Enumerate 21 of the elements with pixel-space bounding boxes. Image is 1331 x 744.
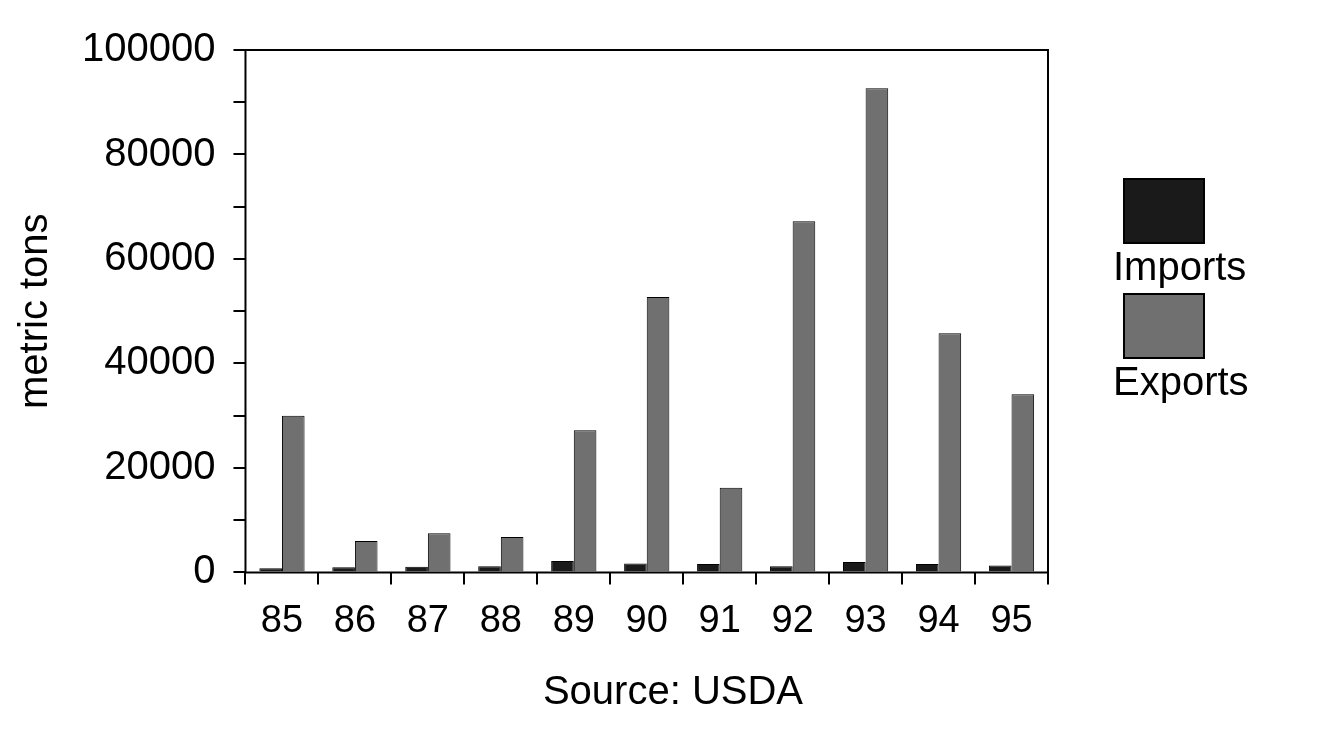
x-tick-label: 94 [917,597,960,640]
x-tick-label: 86 [333,597,377,640]
y-tick-label: 60000 [104,233,216,278]
legend-label: Imports [1113,244,1248,289]
y-tick-label: 100000 [81,25,216,70]
y-axis-title: metric tons [11,213,56,409]
x-tick-label: 93 [844,597,887,640]
x-tick-label: 85 [260,597,304,640]
x-tick-label: 92 [771,597,814,640]
x-tick-label: 88 [479,597,522,640]
y-tick-label: 0 [193,547,216,592]
source-note: Source: USDA [541,668,805,713]
x-tick-label: 90 [625,597,668,640]
x-tick-label: 95 [990,597,1033,640]
legend-label: Exports [1113,359,1249,404]
y-tick-label: 20000 [104,442,216,487]
y-tick-label: 40000 [104,338,216,383]
x-tick-label: 87 [406,597,450,640]
x-tick-label: 91 [698,597,741,640]
x-tick-label: 89 [552,597,595,640]
y-tick-label: 80000 [104,129,216,174]
